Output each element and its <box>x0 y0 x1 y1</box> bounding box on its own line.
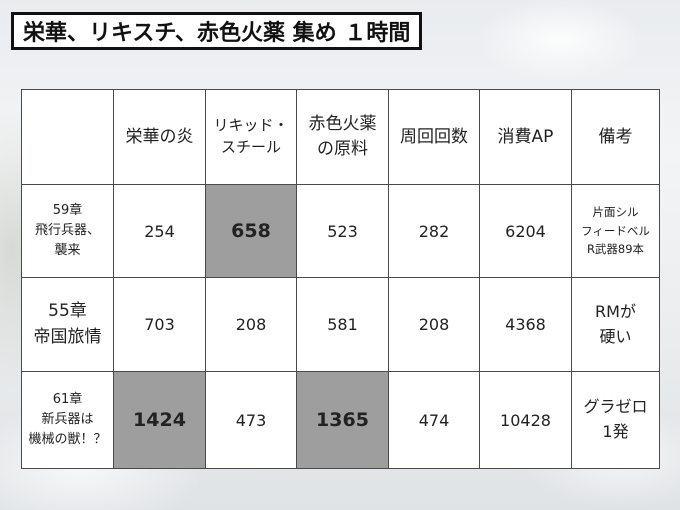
chapter-label: 55章 <box>48 301 87 321</box>
cell-eika: 254 <box>113 184 206 278</box>
table-row: 55章 帝国旅情 703 208 581 208 4368 RMが 硬い <box>21 277 660 372</box>
row-label: 55章 帝国旅情 <box>21 277 114 372</box>
page-title: 栄華、リキスチ、赤色火薬 集め １時間 <box>11 12 423 50</box>
header-liquid-line1: リキッド・ <box>213 116 289 135</box>
header-row: 栄華の炎 リキッド・ スチール 赤色火薬 の原料 周回回数 消費AP 備考 <box>21 89 660 185</box>
header-notes: 備考 <box>571 89 660 185</box>
note-line1: グラゼロ <box>583 397 648 417</box>
cell-laps: 474 <box>388 371 480 469</box>
cell-notes: RMが 硬い <box>571 277 660 372</box>
cell-liquid: 208 <box>205 277 297 372</box>
note-line2: 硬い <box>599 326 632 346</box>
header-ap: 消費AP <box>479 89 572 185</box>
cell-liquid: 473 <box>205 371 297 469</box>
cell-notes: 片面シル フィードベル R武器89本 <box>571 184 660 278</box>
row-label: 59章 飛行兵器、 襲来 <box>21 184 114 278</box>
cell-liquid-highlighted: 658 <box>205 184 297 278</box>
header-laps: 周回回数 <box>388 89 480 185</box>
cell-eika-highlighted: 1424 <box>113 371 206 469</box>
cell-ap: 4368 <box>479 277 572 372</box>
stage-name-line1: 飛行兵器、 <box>34 222 100 238</box>
note-line1: RMが <box>595 301 636 321</box>
note-line1: 片面シル <box>592 204 639 219</box>
cell-notes: グラゼロ 1発 <box>571 371 660 469</box>
stage-name-line2: 機械の獣！？ <box>28 432 107 448</box>
stage-name-line1: 新兵器は <box>41 411 94 427</box>
row-label: 61章 新兵器は 機械の獣！？ <box>21 371 114 469</box>
header-corner <box>21 89 114 185</box>
stage-name-line2: 襲来 <box>54 243 81 259</box>
header-kayaku-line2: の原料 <box>317 139 368 159</box>
note-line2: 1発 <box>602 422 629 441</box>
chapter-label: 59章 <box>52 202 83 218</box>
header-kayaku: 赤色火薬 の原料 <box>296 89 389 185</box>
header-kayaku-line1: 赤色火薬 <box>308 114 377 135</box>
note-line3: R武器89本 <box>586 242 645 257</box>
stage-name-line1: 帝国旅情 <box>33 326 102 347</box>
chapter-label: 61章 <box>52 391 83 407</box>
header-eika: 栄華の炎 <box>113 89 206 185</box>
table-row: 61章 新兵器は 機械の獣！？ 1424 473 1365 474 10428 … <box>21 371 660 469</box>
cell-kayaku: 523 <box>296 184 389 278</box>
header-liquid-steel: リキッド・ スチール <box>205 89 297 185</box>
cell-ap: 10428 <box>479 371 572 469</box>
cell-kayaku-highlighted: 1365 <box>296 371 389 469</box>
farming-table: 栄華の炎 リキッド・ スチール 赤色火薬 の原料 周回回数 消費AP 備考 59… <box>21 89 660 469</box>
table-row: 59章 飛行兵器、 襲来 254 658 523 282 6204 片面シル フ… <box>21 184 660 278</box>
cell-kayaku: 581 <box>296 277 389 372</box>
note-line2: フィードベル <box>581 223 650 238</box>
cell-eika: 703 <box>113 277 206 372</box>
cell-laps: 208 <box>388 277 480 372</box>
cell-laps: 282 <box>388 184 480 278</box>
cell-ap: 6204 <box>479 184 572 278</box>
header-liquid-line2: スチール <box>220 138 281 156</box>
